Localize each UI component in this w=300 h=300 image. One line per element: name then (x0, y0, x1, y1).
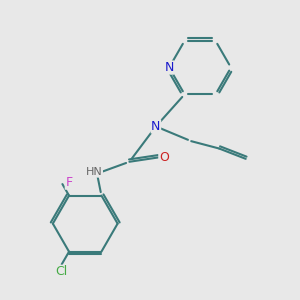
Text: O: O (159, 151, 169, 164)
Text: Cl: Cl (56, 265, 68, 278)
Text: N: N (151, 120, 160, 133)
Text: N: N (164, 61, 174, 74)
Text: F: F (65, 176, 72, 189)
Text: HN: HN (86, 167, 102, 177)
